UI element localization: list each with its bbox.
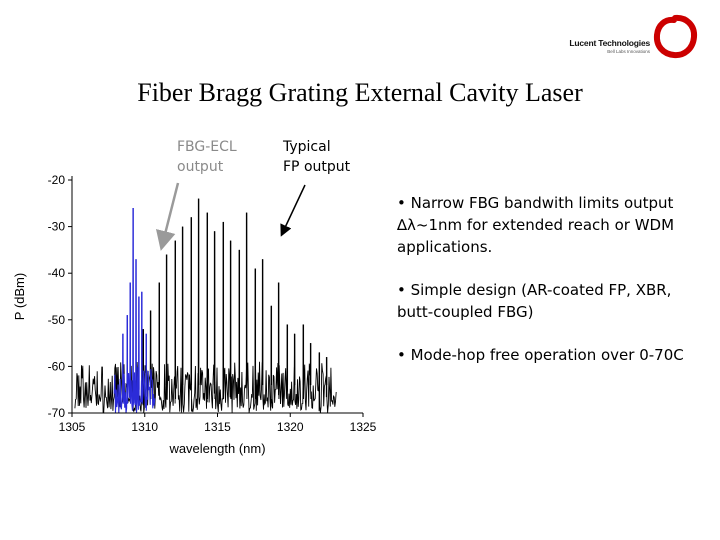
x-tick-label: 1305 <box>59 420 86 434</box>
x-tick-label: 1325 <box>350 420 377 434</box>
bullet-item: • Mode-hop free operation over 0-70C <box>397 346 684 364</box>
series-1 <box>74 198 337 414</box>
fbg-arrow <box>156 182 180 251</box>
fbg-annotation-line-2: output <box>177 159 224 175</box>
chart-traces <box>74 198 337 414</box>
x-axis-label: wavelength (nm) <box>168 441 265 456</box>
fp-annotation-line-1: Typical <box>283 139 331 155</box>
y-tick-label: -20 <box>48 173 66 187</box>
y-tick-label: -70 <box>48 406 66 420</box>
y-tick-label: -50 <box>48 313 66 327</box>
y-tick-label: -60 <box>48 359 66 373</box>
x-tick-label: 1310 <box>131 420 158 434</box>
logo-ring-icon <box>653 14 698 59</box>
x-tick-label: 1320 <box>277 420 304 434</box>
y-tick-label: -40 <box>48 266 66 280</box>
slide-title: Fiber Bragg Grating External Cavity Lase… <box>137 78 583 107</box>
annotation-arrows <box>156 182 306 251</box>
fp-arrow <box>280 184 306 237</box>
series-trace <box>113 207 156 414</box>
bullet-item: • Simple design (AR-coated FP, XBR, butt… <box>397 281 672 321</box>
fbg-annotation-line-1: FBG-ECL <box>177 139 237 155</box>
fbg-ecl-annotation: FBG-ECL output <box>177 137 237 177</box>
fp-annotation-line-2: FP output <box>283 159 351 175</box>
series-2 <box>113 207 156 414</box>
x-tick-label: 1315 <box>204 420 231 434</box>
y-tick-label: -30 <box>48 220 66 234</box>
y-axis-label: P (dBm) <box>12 273 27 320</box>
fp-annotation: Typical FP output <box>283 137 350 177</box>
bullet-list: • Narrow FBG bandwith limits output ∆λ~1… <box>397 192 697 387</box>
logo-text: Lucent Technologies Bell Labs Innovation… <box>560 38 650 54</box>
logo-tagline: Bell Labs Innovations <box>607 49 650 54</box>
logo-company-name: Lucent Technologies <box>569 38 650 48</box>
bullet-item: • Narrow FBG bandwith limits output ∆λ~1… <box>397 194 675 256</box>
